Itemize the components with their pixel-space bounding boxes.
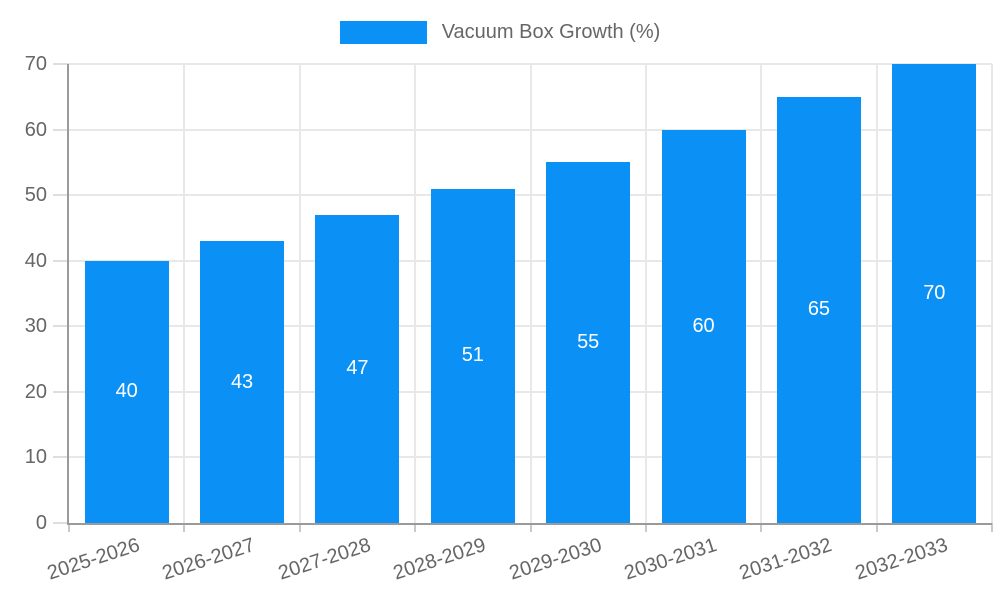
x-gridline <box>183 64 186 523</box>
y-axis-tick <box>53 325 69 328</box>
bar-value-label: 43 <box>230 370 254 393</box>
y-axis-tick <box>53 194 69 197</box>
y-tick-label: 0 <box>35 512 47 534</box>
y-axis-tick <box>53 390 69 393</box>
y-tick-label: 50 <box>24 184 47 207</box>
bar[interactable]: 70 <box>892 64 977 523</box>
y-tick-label: 20 <box>24 380 47 403</box>
bar-value-label: 65 <box>807 298 831 321</box>
y-tick-label: 70 <box>24 53 47 75</box>
legend-swatch-icon <box>339 21 427 44</box>
x-gridline <box>644 64 647 523</box>
x-axis-tick <box>991 523 993 532</box>
x-axis-tick <box>644 523 647 532</box>
x-gridline <box>760 64 763 523</box>
y-axis-tick <box>53 63 69 65</box>
bar-value-label: 60 <box>692 314 715 337</box>
bar[interactable]: 51 <box>430 188 515 523</box>
x-axis-tick <box>298 523 301 532</box>
bar-value-label: 55 <box>577 331 600 354</box>
x-tick-label: 2031-2032 <box>736 534 835 585</box>
bar-value-label: 70 <box>923 282 946 304</box>
x-axis-tick <box>68 523 70 532</box>
x-tick-label: 2029-2030 <box>506 534 604 585</box>
bar[interactable]: 65 <box>776 96 861 523</box>
y-axis-tick <box>53 128 69 131</box>
x-tick-label: 2025-2026 <box>44 534 143 585</box>
x-gridline <box>414 64 417 523</box>
x-axis-tick <box>529 523 532 532</box>
x-axis-tick <box>760 523 763 532</box>
x-tick-label: 2027-2028 <box>275 534 374 585</box>
x-tick-label: 2030-2031 <box>621 534 720 585</box>
bar-value-label: 51 <box>461 344 484 367</box>
y-axis-tick <box>53 259 69 262</box>
bar-value-label: 40 <box>115 380 138 403</box>
y-tick-label: 10 <box>24 446 47 469</box>
legend-label: Vacuum Box Growth (%) <box>441 21 661 43</box>
bar[interactable]: 60 <box>661 129 746 523</box>
y-tick-label: 60 <box>24 118 47 141</box>
y-axis-tick <box>53 456 69 459</box>
x-tick-label: 2032-2033 <box>852 534 951 585</box>
x-axis-line <box>67 523 992 525</box>
x-gridline <box>991 64 993 523</box>
bar[interactable]: 40 <box>84 260 169 523</box>
bar[interactable]: 43 <box>200 241 285 523</box>
x-axis-tick <box>875 523 878 532</box>
bar[interactable]: 47 <box>315 214 400 523</box>
bar[interactable]: 55 <box>546 162 631 523</box>
y-axis-line <box>67 64 69 525</box>
x-tick-label: 2028-2029 <box>390 534 489 585</box>
y-tick-label: 40 <box>24 249 47 272</box>
x-axis-tick <box>183 523 186 532</box>
x-gridline <box>298 64 301 523</box>
x-gridline <box>529 64 532 523</box>
legend-item[interactable]: Vacuum Box Growth (%) <box>339 21 661 44</box>
x-axis-tick <box>414 523 417 532</box>
x-gridline <box>875 64 878 523</box>
y-axis-tick <box>53 522 69 524</box>
bar-value-label: 47 <box>346 357 369 380</box>
legend: Vacuum Box Growth (%) <box>0 21 1000 44</box>
x-tick-label: 2026-2027 <box>160 534 258 585</box>
y-tick-label: 30 <box>24 315 47 338</box>
